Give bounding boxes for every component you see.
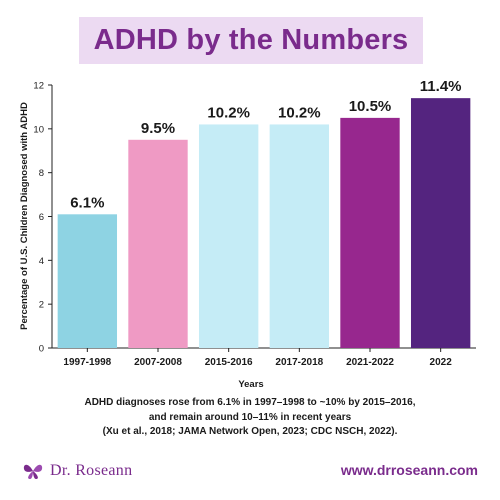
bar-value-label: 11.4% — [420, 78, 462, 95]
caption-line: ADHD diagnoses rose from 6.1% in 1997–19… — [84, 397, 416, 408]
website-link[interactable]: www.drroseann.com — [340, 462, 478, 478]
bar-value-label: 6.1% — [70, 194, 104, 211]
data-labels: 6.1% 9.5% 10.2% 10.2% 10.5% 11.4% — [70, 78, 461, 211]
bar — [340, 117, 400, 348]
x-tick-label: 2022 — [430, 357, 453, 368]
chart-title: ADHD by the Numbers — [93, 24, 409, 56]
bar-value-label: 10.2% — [207, 104, 250, 121]
y-tick-label: 2 — [39, 300, 44, 311]
brand-name: Dr. Roseann — [50, 462, 133, 479]
y-tick-label: 6 — [39, 212, 44, 223]
bars — [57, 98, 471, 349]
caption-line: and remain around 10–11% in recent years — [148, 411, 352, 423]
bar-value-label: 9.5% — [141, 120, 175, 137]
y-tick-label: 12 — [33, 81, 44, 92]
x-tick-label: 2015-2016 — [205, 357, 253, 368]
bar-value-label: 10.5% — [349, 98, 392, 115]
x-tick-label: 2021-2022 — [346, 357, 394, 368]
y-tick-label: 4 — [39, 256, 44, 267]
x-tick-label: 2017-2018 — [275, 357, 323, 368]
category-labels: 1997-1998 2007-2008 2015-2016 2017-2018 2021… — [63, 357, 452, 368]
x-axis — [52, 347, 476, 352]
x-axis-title: Years — [238, 379, 263, 390]
y-tick-label: 8 — [39, 168, 44, 179]
bar — [57, 214, 118, 348]
y-tick-label: 10 — [33, 124, 44, 135]
y-axis: 0 2 4 6 8 10 12 — [33, 81, 53, 355]
bar — [410, 98, 471, 349]
butterfly-logo-icon — [23, 464, 43, 479]
bar — [198, 124, 259, 348]
y-axis-title: Percentage of U.S. Children Diagnosed wi… — [19, 102, 30, 330]
x-tick-label: 1997-1998 — [63, 357, 111, 368]
bar — [128, 139, 188, 348]
footer-brand[interactable]: Dr. Roseann — [22, 460, 132, 482]
y-tick-label: 0 — [39, 344, 44, 355]
x-tick-label: 2007-2008 — [134, 357, 182, 368]
caption-line: (Xu et al., 2018; JAMA Network Open, 202… — [102, 426, 398, 437]
chart-caption: ADHD diagnoses rose from 6.1% in 1997–19… — [40, 396, 460, 440]
bar — [269, 124, 330, 348]
bar-value-label: 10.2% — [278, 104, 321, 121]
title-banner: ADHD by the Numbers — [79, 17, 423, 64]
